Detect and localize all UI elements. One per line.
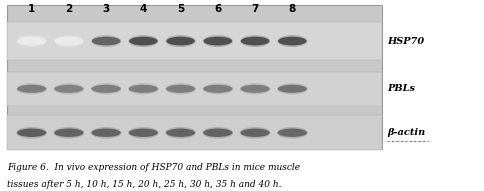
Ellipse shape [92,37,121,45]
Ellipse shape [128,35,158,47]
Ellipse shape [277,35,307,47]
Ellipse shape [91,35,121,47]
Ellipse shape [91,129,121,137]
Ellipse shape [128,127,159,139]
Text: Figure 6.  In vivo expression of HSP70 and PBLs in mice muscle: Figure 6. In vivo expression of HSP70 an… [7,163,301,172]
Ellipse shape [277,83,308,94]
Ellipse shape [54,35,84,47]
Ellipse shape [240,83,271,94]
Ellipse shape [277,127,308,139]
Text: PBLs: PBLs [387,84,415,93]
Ellipse shape [54,83,84,94]
Text: β-actin: β-actin [387,128,425,137]
Ellipse shape [129,37,158,45]
Ellipse shape [54,129,83,137]
Ellipse shape [166,37,195,45]
Ellipse shape [129,129,158,137]
Ellipse shape [203,83,233,94]
Ellipse shape [91,83,121,94]
Ellipse shape [17,37,46,45]
Ellipse shape [166,127,196,139]
Text: HSP70: HSP70 [387,36,424,46]
Ellipse shape [278,37,306,45]
Text: 7: 7 [251,4,259,14]
Ellipse shape [278,85,307,93]
Ellipse shape [241,129,270,137]
Ellipse shape [203,35,233,47]
Ellipse shape [203,85,232,93]
Ellipse shape [166,35,196,47]
Ellipse shape [241,37,269,45]
Text: 6: 6 [214,4,222,14]
Bar [7,22,382,60]
Ellipse shape [91,127,121,139]
Ellipse shape [240,35,270,47]
Ellipse shape [55,37,83,45]
Ellipse shape [166,129,195,137]
Ellipse shape [166,83,196,94]
Ellipse shape [166,85,195,93]
Bar [7,115,382,151]
Ellipse shape [278,129,307,137]
Ellipse shape [17,85,46,93]
Ellipse shape [17,129,46,137]
Ellipse shape [16,83,47,94]
Text: 5: 5 [177,4,184,14]
Ellipse shape [129,85,158,93]
Ellipse shape [16,35,46,47]
Ellipse shape [203,129,232,137]
Ellipse shape [54,127,84,139]
Ellipse shape [204,37,232,45]
Text: 3: 3 [103,4,110,14]
Ellipse shape [128,83,159,94]
Ellipse shape [240,127,271,139]
Ellipse shape [91,85,121,93]
Ellipse shape [54,85,83,93]
Ellipse shape [16,127,47,139]
Ellipse shape [241,85,270,93]
Text: 1: 1 [28,4,35,14]
Text: 4: 4 [140,4,147,14]
Text: 2: 2 [65,4,73,14]
Ellipse shape [203,127,233,139]
Bar [7,5,382,149]
Text: tissues after 5 h, 10 h, 15 h, 20 h, 25 h, 30 h, 35 h and 40 h.: tissues after 5 h, 10 h, 15 h, 20 h, 25 … [7,180,282,189]
Bar [7,72,382,105]
Text: 8: 8 [289,4,296,14]
